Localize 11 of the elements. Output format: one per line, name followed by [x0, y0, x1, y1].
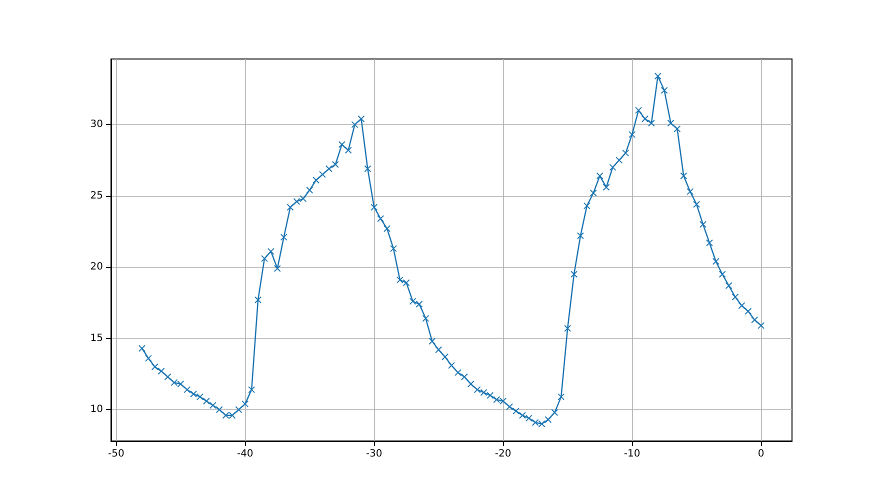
y-tick-label: 25 — [90, 190, 103, 202]
y-tick-label: 20 — [90, 262, 103, 273]
x-tick-label: -50 — [108, 448, 124, 460]
x-tick-label: -30 — [366, 448, 382, 460]
x-tick-label: 0 — [758, 448, 764, 460]
x-tick-label: -40 — [236, 448, 254, 460]
x-tick-label: -20 — [494, 448, 512, 460]
y-tick-label: 10 — [90, 404, 103, 416]
x-tick-label: -10 — [624, 448, 640, 460]
y-tick-label: 30 — [90, 119, 103, 130]
y-tick-label: 15 — [90, 332, 103, 344]
